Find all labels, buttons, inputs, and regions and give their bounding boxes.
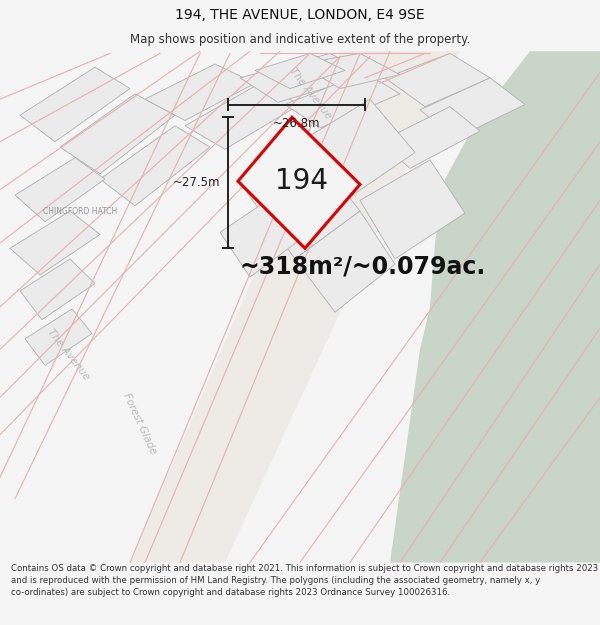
Polygon shape [238,118,360,248]
Polygon shape [20,68,130,142]
Text: ~318m²/~0.079ac.: ~318m²/~0.079ac. [240,254,486,278]
Polygon shape [295,211,395,312]
Text: 194, THE AVENUE, LONDON, E4 9SE: 194, THE AVENUE, LONDON, E4 9SE [175,8,425,22]
Polygon shape [300,53,400,89]
Polygon shape [385,53,490,107]
Text: The Avenue: The Avenue [287,66,333,121]
Text: CHINGFORD HATCH: CHINGFORD HATCH [43,206,117,216]
Text: Contains OS data © Crown copyright and database right 2021. This information is : Contains OS data © Crown copyright and d… [11,564,598,597]
Polygon shape [100,126,210,206]
Polygon shape [15,158,105,222]
Polygon shape [380,107,480,168]
Polygon shape [145,64,255,121]
Polygon shape [20,259,95,319]
Polygon shape [390,51,600,562]
Text: ~27.5m: ~27.5m [173,176,220,189]
Polygon shape [300,99,415,201]
Polygon shape [130,51,460,562]
Polygon shape [420,78,525,139]
Polygon shape [170,51,400,562]
Text: Forest Glade: Forest Glade [122,392,158,456]
Polygon shape [360,160,465,259]
Text: The Avenue: The Avenue [45,328,91,382]
Polygon shape [285,72,400,128]
Polygon shape [25,309,92,366]
Polygon shape [10,211,100,275]
Text: Map shows position and indicative extent of the property.: Map shows position and indicative extent… [130,34,470,46]
Polygon shape [245,147,360,259]
Polygon shape [60,94,175,174]
Polygon shape [255,53,345,89]
Polygon shape [240,53,370,102]
Polygon shape [220,192,310,277]
Text: 194: 194 [275,168,329,195]
Text: ~26.8m: ~26.8m [273,117,320,130]
Polygon shape [185,83,300,149]
